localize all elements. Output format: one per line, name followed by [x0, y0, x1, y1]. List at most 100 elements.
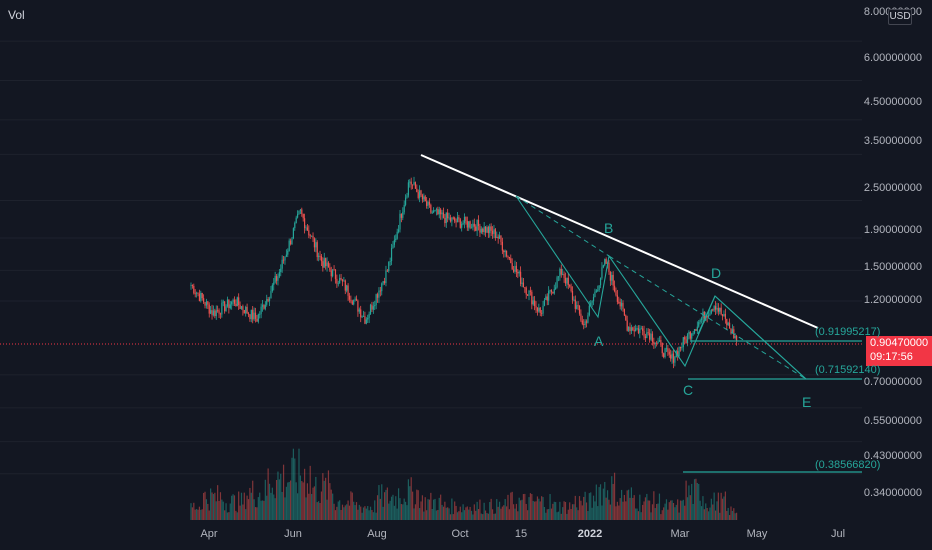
candle-body — [245, 306, 247, 314]
candle-body — [615, 291, 617, 296]
volume-bar — [208, 510, 210, 520]
volume-bar — [376, 495, 379, 520]
volume-bar — [644, 497, 647, 520]
volume-bar — [546, 509, 548, 520]
candle-body — [553, 289, 555, 294]
volume-bar — [465, 507, 467, 520]
candle-body — [536, 307, 539, 312]
time-axis[interactable]: Apr Jun Aug Oct 15 2022 Mar May Jul — [0, 520, 862, 550]
volume-bar — [470, 510, 473, 520]
volume-bar — [553, 501, 555, 520]
volume-bar — [294, 458, 296, 520]
volume-bar — [545, 512, 547, 520]
volume-bar — [541, 496, 543, 520]
volume-bar — [532, 500, 534, 520]
volume-bar — [735, 512, 738, 520]
volume-bar — [682, 499, 684, 520]
candle-body — [717, 308, 719, 312]
price-tick: 1.90000000 — [863, 224, 922, 236]
volume-bar — [355, 502, 358, 520]
volume-bar — [475, 510, 477, 520]
volume-bar — [521, 499, 523, 520]
candle-body — [685, 339, 687, 344]
candle-body — [622, 302, 624, 309]
candle-body — [400, 213, 402, 218]
volume-bar — [261, 500, 264, 520]
bar-countdown: 09:17:56 — [870, 351, 913, 363]
volume-bar — [637, 511, 640, 520]
volume-bar — [395, 496, 397, 520]
candle-body — [542, 305, 544, 314]
currency-button[interactable]: USD — [888, 9, 912, 25]
candle-body — [468, 221, 470, 228]
volume-bar — [224, 510, 226, 520]
candle-body — [239, 305, 241, 309]
volume-bar — [210, 488, 212, 520]
volume-bar — [402, 504, 404, 520]
volume-bar — [334, 510, 337, 520]
volume-bar — [428, 499, 431, 520]
price-tick: 6.00000000 — [863, 52, 922, 64]
candle-body — [260, 306, 262, 314]
volume-bar — [445, 507, 447, 520]
candle-body — [343, 280, 345, 282]
volume-bar — [260, 500, 262, 520]
volume-bar — [720, 492, 722, 520]
candle-body — [661, 342, 663, 354]
volume-bar — [434, 498, 436, 520]
volume-bar — [288, 481, 290, 520]
volume-bar — [656, 504, 658, 520]
volume-bar — [238, 491, 240, 520]
volume-bar — [404, 501, 407, 520]
candle-body — [612, 274, 614, 286]
volume-bar — [695, 478, 697, 520]
volume-bar — [714, 510, 717, 520]
candle-body — [723, 313, 725, 317]
volume-bar — [707, 511, 710, 520]
volume-bar — [326, 499, 328, 520]
candle-body — [301, 209, 303, 214]
candle-body — [635, 328, 637, 332]
volume-bar — [563, 501, 565, 520]
candle-body — [361, 316, 363, 318]
price-axis[interactable]: 8.00000000 6.00000000 4.50000000 3.50000… — [862, 0, 932, 520]
volume-bar — [340, 509, 342, 520]
volume-bar — [438, 497, 440, 520]
volume-bar — [365, 508, 367, 520]
candle-body — [410, 181, 412, 185]
candle-body — [632, 327, 634, 331]
volume-bar — [190, 503, 192, 520]
volume-bar — [256, 507, 258, 520]
volume-bar — [587, 511, 589, 520]
candle-body — [555, 287, 557, 290]
volume-bar — [672, 502, 675, 520]
candle-body — [325, 258, 327, 267]
candle-body — [288, 240, 290, 251]
volume-bar — [487, 513, 489, 520]
volume-bar — [679, 500, 682, 520]
candle-body — [353, 300, 355, 305]
volume-bar — [284, 497, 286, 520]
candle-body — [368, 313, 370, 318]
volume-bar — [466, 506, 468, 520]
volume-bar — [235, 510, 237, 520]
candle-body — [440, 209, 442, 215]
candle-body — [423, 196, 425, 200]
candle-body — [505, 250, 508, 257]
candle-body — [699, 319, 701, 323]
candle-body — [636, 328, 638, 329]
volume-bar — [397, 488, 400, 520]
volume-bar — [193, 502, 195, 520]
time-tick: Jul — [830, 528, 846, 540]
candle-body — [305, 227, 307, 229]
price-chart[interactable] — [0, 0, 862, 520]
candle-body — [649, 333, 651, 340]
candle-body — [531, 291, 533, 305]
volume-indicator-label[interactable]: Vol — [8, 8, 25, 22]
volume-bar — [423, 511, 425, 520]
candle-body — [369, 304, 372, 314]
volume-bar — [219, 492, 222, 520]
candle-body — [302, 213, 304, 219]
candle-body — [451, 217, 453, 222]
